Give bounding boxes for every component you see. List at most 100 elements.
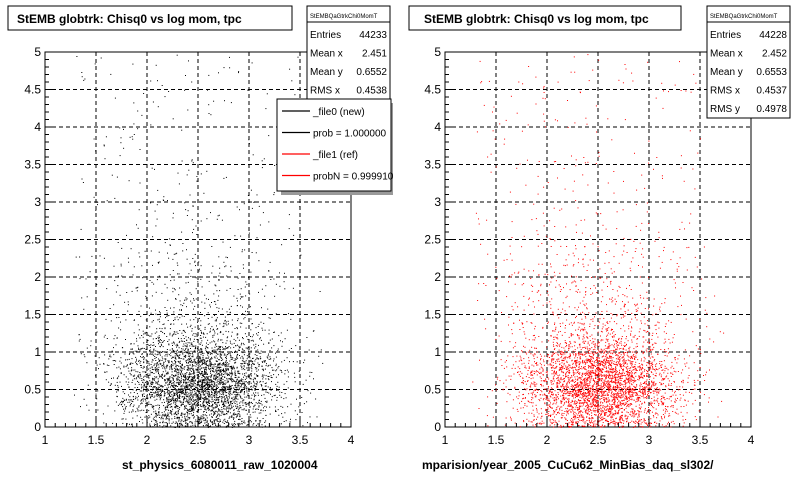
data-point [218,397,220,398]
data-point [152,389,154,390]
data-point [687,381,689,383]
data-point [583,266,585,268]
data-point [246,382,248,384]
data-point [262,212,264,214]
data-point [222,375,224,377]
data-point [180,393,182,395]
data-point [176,54,178,56]
data-point [178,361,179,363]
data-point [175,385,177,387]
data-point [200,398,202,400]
stats-label: RMS x [310,86,340,97]
data-point [172,382,174,384]
data-point [205,396,207,398]
data-point [152,320,154,322]
data-point [221,378,222,379]
data-point [153,408,155,410]
data-point [177,395,179,397]
data-point [167,418,169,420]
data-point [203,401,205,403]
data-point [228,388,230,390]
data-point [162,420,164,422]
data-point [209,331,211,333]
data-point [133,343,135,345]
data-point [204,315,206,317]
data-point [205,405,207,407]
data-point [172,421,174,423]
data-point [256,384,258,386]
data-point [217,379,219,381]
data-point [176,380,178,382]
data-point [83,308,85,310]
data-point [281,371,283,373]
data-point [212,336,214,338]
data-point [228,408,230,410]
data-point [127,367,129,369]
data-point [213,349,215,351]
data-point [161,356,163,358]
data-point [139,410,141,412]
data-point [193,407,194,409]
data-point [134,350,136,352]
data-point [522,327,524,328]
data-point [147,384,149,386]
data-point [179,422,181,424]
data-point [181,348,183,350]
data-point [218,310,219,312]
data-point [257,358,259,360]
data-point [159,353,161,355]
data-point [568,426,570,428]
data-point [223,371,225,373]
data-point [127,384,129,386]
data-point [277,409,279,411]
data-point [177,391,179,393]
data-point [169,244,171,246]
data-point [199,399,201,400]
data-point [196,374,198,376]
data-point [247,369,249,371]
data-point [160,393,162,394]
data-point [158,340,160,341]
data-point [262,418,264,419]
data-point [189,390,191,392]
data-point [229,391,231,393]
data-point [237,277,239,279]
data-point [171,397,173,399]
data-point [125,398,127,400]
data-point [202,375,204,377]
data-point [193,359,195,361]
data-point [575,397,576,399]
data-point [177,408,179,409]
data-point [169,392,171,394]
data-point [203,414,205,416]
data-point [284,412,286,414]
data-point [658,404,660,406]
data-point [241,363,243,365]
data-point [214,419,216,421]
data-point [100,57,102,59]
data-point [230,266,232,268]
data-point [207,89,208,91]
data-point [219,353,221,355]
data-point [171,342,173,344]
data-point [179,384,181,386]
data-point [202,379,204,381]
data-point [169,406,171,408]
data-point [202,404,204,406]
data-point [248,232,250,234]
data-point [189,338,191,340]
data-point [279,272,280,274]
data-point [191,367,193,369]
data-point [561,371,563,373]
data-point [225,359,227,361]
data-point [127,378,129,380]
data-point [238,409,240,411]
data-point [254,363,255,365]
data-point [243,408,245,410]
data-point [285,420,287,422]
data-point [631,326,632,328]
data-point [207,339,209,341]
data-point [535,395,537,397]
data-point [589,402,591,404]
data-point [162,324,164,325]
